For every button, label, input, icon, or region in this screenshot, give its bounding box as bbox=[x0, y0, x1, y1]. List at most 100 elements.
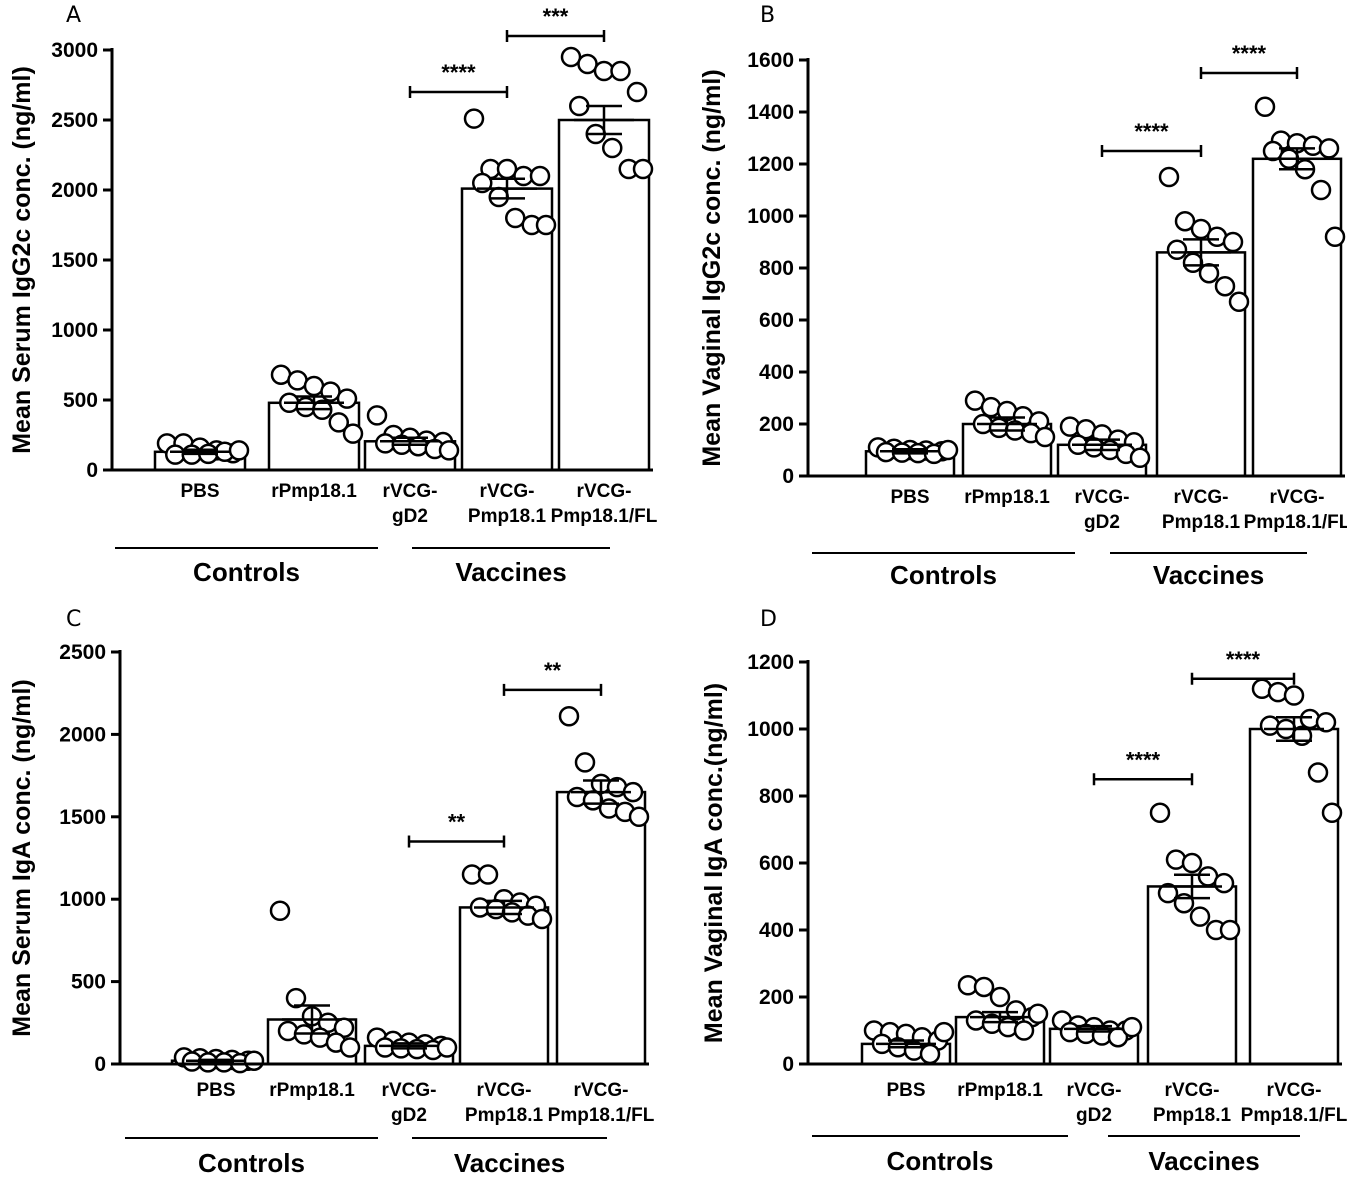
data-point bbox=[488, 186, 509, 208]
data-point bbox=[1198, 262, 1220, 284]
bar bbox=[1251, 157, 1343, 478]
data-point bbox=[1310, 179, 1332, 201]
y-tick-label: 200 bbox=[759, 986, 794, 1009]
y-tick-label: 1500 bbox=[51, 249, 98, 272]
group-label: Vaccines bbox=[1148, 1146, 1259, 1176]
y-tick-label: 1000 bbox=[747, 718, 794, 741]
data-point bbox=[1182, 252, 1204, 274]
data-point bbox=[375, 433, 396, 454]
category-label: gD2 bbox=[1076, 1105, 1112, 1126]
data-point bbox=[1034, 426, 1056, 448]
y-tick-label: 2000 bbox=[51, 179, 98, 202]
category-label: rVCG- bbox=[577, 481, 632, 502]
data-point bbox=[628, 806, 650, 828]
category-label: rPmp18.1 bbox=[964, 487, 1050, 508]
category-label: rVCG- bbox=[574, 1080, 629, 1101]
group-label: Controls bbox=[193, 557, 300, 587]
significance-label: **** bbox=[1226, 647, 1261, 672]
y-tick-label: 2500 bbox=[51, 109, 98, 132]
data-point bbox=[577, 53, 598, 75]
significance-label: *** bbox=[543, 4, 569, 29]
panel-letter: A bbox=[66, 3, 81, 28]
category-label: PBS bbox=[886, 1080, 925, 1101]
significance-label: **** bbox=[1232, 41, 1267, 66]
data-point bbox=[243, 1050, 265, 1071]
bar bbox=[557, 118, 651, 472]
panel-b: B Mean Vaginal IgG2c conc. (ng/ml) 0 200 400… bbox=[698, 3, 1347, 590]
y-tick-label: 1200 bbox=[747, 153, 794, 176]
category-label: gD2 bbox=[391, 1105, 427, 1126]
data-point bbox=[535, 214, 557, 236]
category-label: PBS bbox=[890, 487, 929, 508]
data-point bbox=[1318, 138, 1340, 159]
data-point bbox=[228, 440, 250, 461]
y-tick-label: 0 bbox=[782, 465, 794, 488]
category-label: rVCG- bbox=[480, 481, 535, 502]
data-point bbox=[1173, 892, 1195, 914]
category-label: Pmp18.1 bbox=[1153, 1105, 1232, 1126]
panel-c: C Mean Serum IgA conc. (ng/ml) 0 500 1000 150… bbox=[8, 607, 655, 1177]
data-point bbox=[1321, 802, 1343, 823]
panel-d: D Mean Vaginal IgA conc.(ng/ml) 0 200 400 600… bbox=[700, 607, 1347, 1176]
group-label: Controls bbox=[890, 560, 997, 590]
significance-label: **** bbox=[1126, 747, 1161, 772]
category-label: rVCG- bbox=[382, 1080, 437, 1101]
category-label: gD2 bbox=[1084, 512, 1120, 533]
data-point bbox=[1214, 275, 1236, 297]
y-tick-label: 800 bbox=[759, 257, 794, 280]
data-point bbox=[436, 1037, 458, 1058]
data-point bbox=[336, 388, 358, 409]
y-tick-label: 1000 bbox=[51, 319, 98, 342]
data-point bbox=[1129, 447, 1151, 469]
group-label: Vaccines bbox=[1153, 560, 1264, 590]
y-tick-label: 0 bbox=[94, 1053, 106, 1076]
data-point bbox=[1189, 906, 1211, 927]
data-point bbox=[626, 81, 648, 103]
category-label: rVCG- bbox=[1165, 1080, 1220, 1101]
y-tick-label: 1200 bbox=[747, 651, 794, 674]
y-tick-label: 1500 bbox=[59, 806, 106, 829]
data-point bbox=[632, 158, 654, 180]
y-tick-label: 1400 bbox=[747, 101, 794, 124]
data-point bbox=[1158, 166, 1180, 188]
data-point bbox=[937, 439, 959, 461]
group-label: Vaccines bbox=[454, 1148, 565, 1177]
category-label: PBS bbox=[180, 481, 219, 502]
y-tick-label: 1000 bbox=[59, 888, 106, 911]
data-point bbox=[558, 706, 580, 727]
bar bbox=[458, 906, 550, 1066]
data-point bbox=[463, 108, 485, 129]
y-tick-label: 1000 bbox=[747, 205, 794, 228]
category-label: PBS bbox=[196, 1080, 235, 1101]
category-label: rVCG- bbox=[1067, 1080, 1122, 1101]
data-point bbox=[328, 412, 349, 433]
data-point bbox=[1190, 218, 1212, 240]
category-label: gD2 bbox=[392, 506, 428, 527]
data-point bbox=[477, 864, 499, 885]
data-point bbox=[438, 440, 460, 461]
panel-letter: B bbox=[760, 3, 775, 28]
data-point bbox=[1157, 882, 1179, 904]
y-tick-label: 600 bbox=[759, 309, 794, 332]
data-point bbox=[342, 423, 364, 444]
category-label: rVCG- bbox=[383, 481, 438, 502]
category-label: Pmp18.1 bbox=[1162, 512, 1241, 533]
y-tick-label: 1600 bbox=[747, 49, 794, 72]
category-label: rVCG- bbox=[1075, 487, 1130, 508]
y-tick-label: 0 bbox=[86, 459, 98, 482]
data-point bbox=[1222, 231, 1244, 253]
data-point bbox=[1213, 872, 1235, 894]
panel-a: A Mean Serum IgG2c conc. (ng/ml) 0 500 1000 1… bbox=[8, 3, 658, 587]
data-point bbox=[610, 60, 631, 82]
y-axis-label: Mean Serum IgA conc. (ng/ml) bbox=[8, 679, 36, 1036]
panel-letter: D bbox=[760, 607, 777, 632]
data-point bbox=[531, 908, 553, 930]
y-axis-label: Mean Serum IgG2c conc. (ng/ml) bbox=[8, 66, 36, 454]
significance-label: ** bbox=[544, 658, 562, 683]
data-point bbox=[1307, 762, 1329, 783]
y-tick-label: 2500 bbox=[59, 641, 106, 664]
category-label: rPmp18.1 bbox=[271, 481, 357, 502]
significance-label: **** bbox=[441, 60, 476, 85]
data-point bbox=[1121, 1016, 1143, 1038]
